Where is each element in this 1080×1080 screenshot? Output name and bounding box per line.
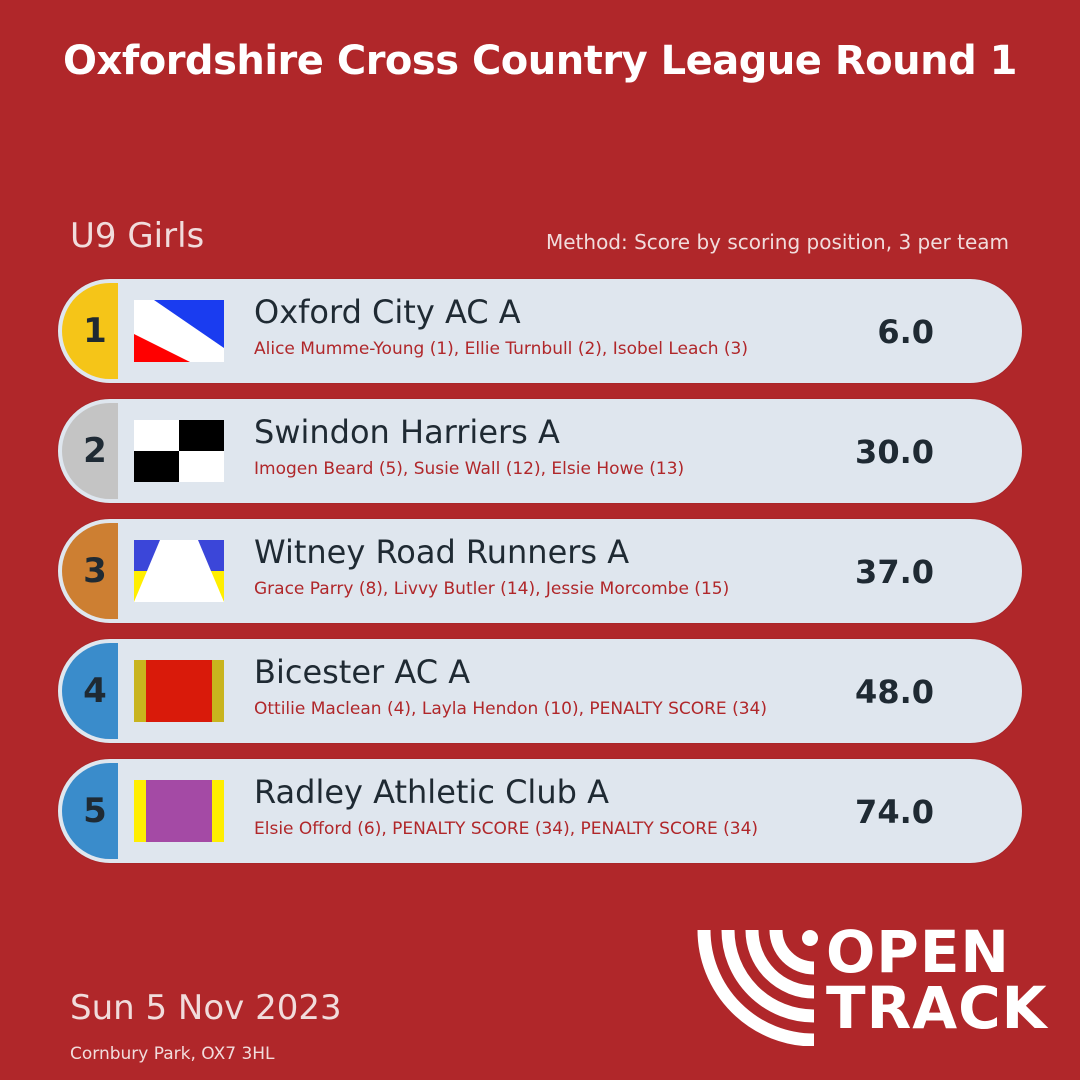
event-venue: Cornbury Park, OX7 3HL bbox=[70, 1044, 275, 1064]
witney-road-runners-flag-icon bbox=[134, 540, 224, 602]
result-row: 4 Bicester AC A Ottilie Maclean (4), Lay… bbox=[58, 639, 1022, 743]
result-row: 5 Radley Athletic Club A Elsie Offord (6… bbox=[58, 759, 1022, 863]
team-score: 6.0 bbox=[877, 313, 934, 351]
team-score: 30.0 bbox=[855, 433, 934, 471]
team-score: 74.0 bbox=[855, 793, 934, 831]
result-row: 1 Oxford City AC A Alice Mumme-Young (1)… bbox=[58, 279, 1022, 383]
team-athletes: Alice Mumme-Young (1), Ellie Turnbull (2… bbox=[254, 339, 749, 359]
position-badge: 2 bbox=[62, 403, 118, 499]
team-score: 37.0 bbox=[855, 553, 934, 591]
position-badge: 4 bbox=[62, 643, 118, 739]
team-athletes: Ottilie Maclean (4), Layla Hendon (10), … bbox=[254, 699, 767, 719]
team-name: Oxford City AC A bbox=[254, 293, 521, 331]
opentrack-logo-icon bbox=[697, 929, 818, 1046]
team-score: 48.0 bbox=[855, 673, 934, 711]
oxford-city-flag-icon bbox=[134, 300, 224, 362]
team-name: Radley Athletic Club A bbox=[254, 773, 609, 811]
results-list: 1 Oxford City AC A Alice Mumme-Young (1)… bbox=[58, 279, 1022, 879]
result-row: 3 Witney Road Runners A Grace Parry (8),… bbox=[58, 519, 1022, 623]
position-badge: 1 bbox=[62, 283, 118, 379]
team-name: Swindon Harriers A bbox=[254, 413, 560, 451]
scoring-method: Method: Score by scoring position, 3 per… bbox=[545, 230, 1009, 254]
result-row: 2 Swindon Harriers A Imogen Beard (5), S… bbox=[58, 399, 1022, 503]
bicester-ac-flag-icon bbox=[134, 660, 224, 722]
radley-athletic-flag-icon bbox=[134, 780, 224, 842]
event-date: Sun 5 Nov 2023 bbox=[70, 988, 342, 1028]
logo-line-2: TRACK bbox=[826, 974, 1048, 1042]
swindon-harriers-flag-icon bbox=[134, 420, 224, 482]
team-name: Bicester AC A bbox=[254, 653, 471, 691]
team-athletes: Imogen Beard (5), Susie Wall (12), Elsie… bbox=[254, 459, 685, 479]
team-athletes: Grace Parry (8), Livvy Butler (14), Jess… bbox=[254, 579, 730, 599]
team-name: Witney Road Runners A bbox=[254, 533, 630, 571]
page-title: Oxfordshire Cross Country League Round 1 bbox=[63, 38, 1017, 84]
category-label: U9 Girls bbox=[70, 216, 205, 256]
position-badge: 5 bbox=[62, 763, 118, 859]
logo-line-1: OPEN bbox=[826, 918, 1010, 986]
position-badge: 3 bbox=[62, 523, 118, 619]
opentrack-logo-text: OPEN TRACK bbox=[826, 918, 1048, 1042]
team-athletes: Elsie Offord (6), PENALTY SCORE (34), PE… bbox=[254, 819, 759, 839]
